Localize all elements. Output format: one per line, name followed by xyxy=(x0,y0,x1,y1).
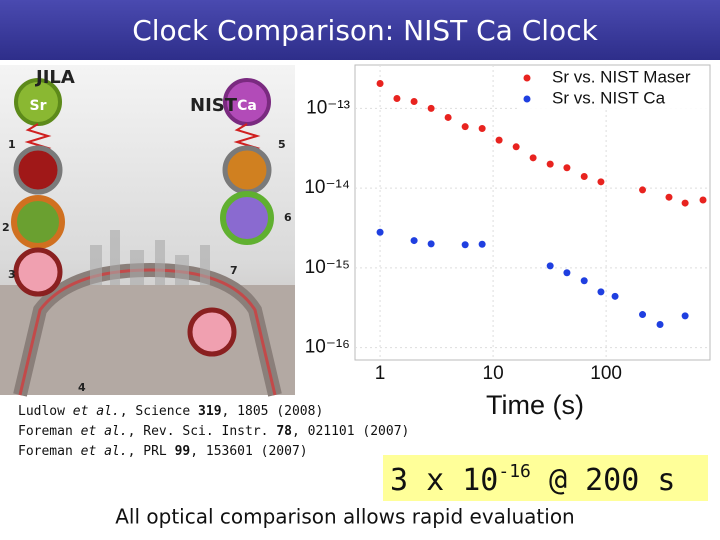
data-point xyxy=(427,104,435,112)
legend-label: Sr vs. NIST Maser xyxy=(552,67,691,86)
result-base: 3 x 10 xyxy=(390,463,498,498)
reference-part: Ludlow xyxy=(18,404,73,419)
fiber-core xyxy=(18,268,277,396)
result-exponent: -16 xyxy=(498,461,531,482)
slide-title: Clock Comparison: NIST Ca Clock xyxy=(132,14,598,47)
data-point xyxy=(529,154,537,162)
data-point xyxy=(563,164,571,172)
plot-area xyxy=(354,64,711,361)
diagram-label: 5 xyxy=(278,138,286,151)
data-point xyxy=(656,321,664,329)
reference-part: et al. xyxy=(81,444,128,459)
y-tick-label: 10⁻¹⁶ xyxy=(305,337,350,358)
data-point xyxy=(681,312,689,320)
data-point xyxy=(639,311,647,319)
gear xyxy=(220,191,274,245)
legend-label: Sr vs. NIST Ca xyxy=(552,88,666,107)
legend-marker xyxy=(523,74,531,82)
diagram-label: 2 xyxy=(2,221,10,234)
reference: Ludlow et al., Science 319, 1805 (2008) xyxy=(18,404,323,419)
y-tick-label: 10⁻¹³ xyxy=(306,97,350,118)
reference-part: , 1805 (2008) xyxy=(222,404,324,419)
data-point xyxy=(478,124,486,132)
diagram-label: 1 xyxy=(8,138,16,151)
y-tick-label: 10⁻¹⁵ xyxy=(305,257,350,278)
reference: Foreman et al., Rev. Sci. Instr. 78, 021… xyxy=(18,424,409,439)
diagram-label: JILA xyxy=(34,67,75,88)
reference-part: , Rev. Sci. Instr. xyxy=(128,424,277,439)
reference-part: Foreman xyxy=(18,444,81,459)
reference-part: , 153601 (2007) xyxy=(190,444,307,459)
reference-part: et al. xyxy=(81,424,128,439)
gear xyxy=(11,195,65,249)
legend-marker xyxy=(523,95,531,103)
title-bar xyxy=(0,0,720,60)
x-tick-label: 100 xyxy=(590,363,622,384)
data-point xyxy=(461,123,469,131)
reference-part: , 021101 (2007) xyxy=(292,424,409,439)
diagram-label: 3 xyxy=(8,268,16,281)
data-point xyxy=(597,288,605,296)
reference: Foreman et al., PRL 99, 153601 (2007) xyxy=(18,444,308,459)
data-point xyxy=(611,292,619,300)
data-point xyxy=(393,95,401,103)
diagram-label: Sr xyxy=(30,98,47,114)
data-point xyxy=(639,186,647,194)
x-tick-label: 10 xyxy=(483,363,504,384)
y-tick-label: 10⁻¹⁴ xyxy=(304,177,350,198)
references: Ludlow et al., Science 319, 1805 (2008)F… xyxy=(18,404,409,459)
reference-part: et al. xyxy=(73,404,120,419)
data-point xyxy=(546,262,554,270)
reference-part: , Science xyxy=(120,404,198,419)
data-point xyxy=(444,113,452,121)
data-point xyxy=(597,178,605,186)
reference-part: , PRL xyxy=(128,444,175,459)
data-point xyxy=(699,196,707,204)
reference-part: 99 xyxy=(175,444,191,459)
data-point xyxy=(478,240,486,248)
data-point xyxy=(427,240,435,248)
data-point xyxy=(376,228,384,236)
legend-box xyxy=(520,66,709,110)
data-point xyxy=(580,277,588,285)
diagram-label: 7 xyxy=(230,264,238,277)
gear xyxy=(13,247,63,297)
gear xyxy=(187,307,237,357)
data-point xyxy=(580,172,588,180)
data-point xyxy=(410,98,418,106)
data-point xyxy=(461,241,469,249)
reference-part: 319 xyxy=(198,404,221,419)
diagram-label: NIST xyxy=(190,95,238,116)
reference-part: 78 xyxy=(276,424,292,439)
data-point xyxy=(410,237,418,245)
data-point xyxy=(512,143,520,151)
data-point xyxy=(495,136,503,144)
gear xyxy=(222,145,272,195)
data-point xyxy=(376,80,384,88)
x-axis-label: Time (s) xyxy=(486,390,584,420)
gear xyxy=(13,145,63,195)
clock-diagram: JILA NIST Sr Ca 1 2 3 4 5 6 7 xyxy=(0,65,295,397)
x-tick-label: 1 xyxy=(375,363,386,384)
reference-part: Foreman xyxy=(18,424,81,439)
diagram-label: Ca xyxy=(237,98,257,114)
result-text: 3 x 10-16 @ 200 s xyxy=(390,461,675,498)
data-point xyxy=(681,199,689,207)
caption: All optical comparison allows rapid eval… xyxy=(115,505,575,529)
diagram-label: 4 xyxy=(78,381,86,394)
result-box xyxy=(383,455,708,501)
data-point xyxy=(563,269,571,277)
diagram-label: 6 xyxy=(284,211,292,224)
data-point xyxy=(546,160,554,168)
data-point xyxy=(665,193,673,201)
result-rest: @ 200 s xyxy=(531,463,676,498)
